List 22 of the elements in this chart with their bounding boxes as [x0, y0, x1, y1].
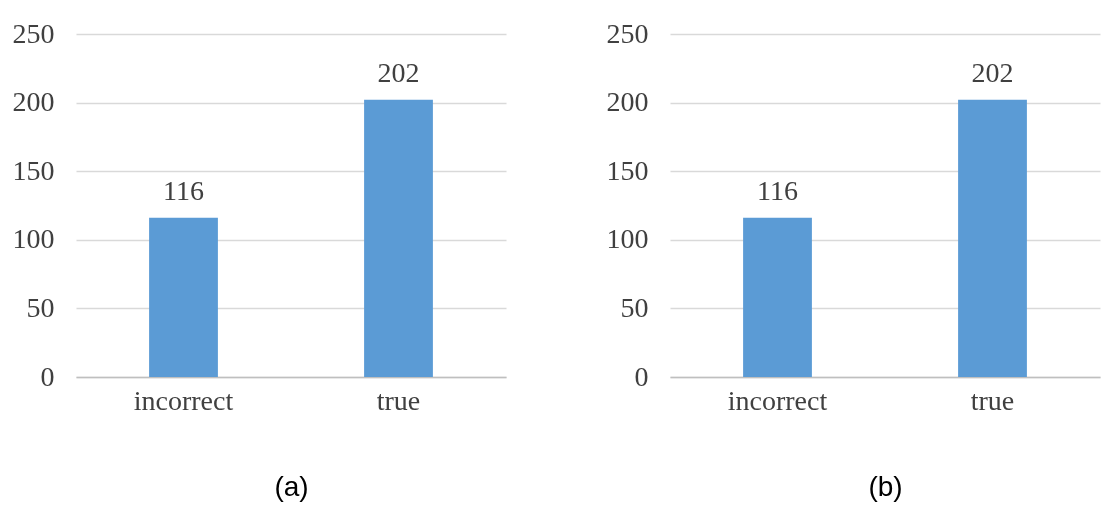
data-label: 202 — [971, 56, 1014, 88]
data-label: 116 — [757, 174, 798, 206]
y-tick-label: 150 — [12, 154, 55, 186]
y-tick-label: 0 — [40, 360, 55, 392]
data-label: 116 — [163, 174, 204, 206]
y-tick-label: 0 — [634, 360, 649, 392]
y-tick-label: 50 — [26, 291, 55, 323]
y-tick-label: 50 — [620, 291, 649, 323]
x-tick-label: true — [376, 384, 421, 416]
y-tick-label: 100 — [606, 223, 649, 255]
x-tick-label: incorrect — [133, 384, 234, 416]
y-tick-label: 250 — [606, 17, 649, 49]
data-label: 202 — [377, 56, 420, 88]
x-tick-label: true — [970, 384, 1015, 416]
y-tick-label: 200 — [606, 86, 649, 118]
x-axis-title: (b) — [868, 470, 903, 502]
y-tick-label: 250 — [12, 17, 55, 49]
x-tick-label: incorrect — [727, 384, 828, 416]
x-axis-title: (a) — [274, 470, 309, 502]
y-tick-label: 200 — [12, 86, 55, 118]
y-tick-label: 100 — [12, 223, 55, 255]
y-tick-label: 150 — [606, 154, 649, 186]
